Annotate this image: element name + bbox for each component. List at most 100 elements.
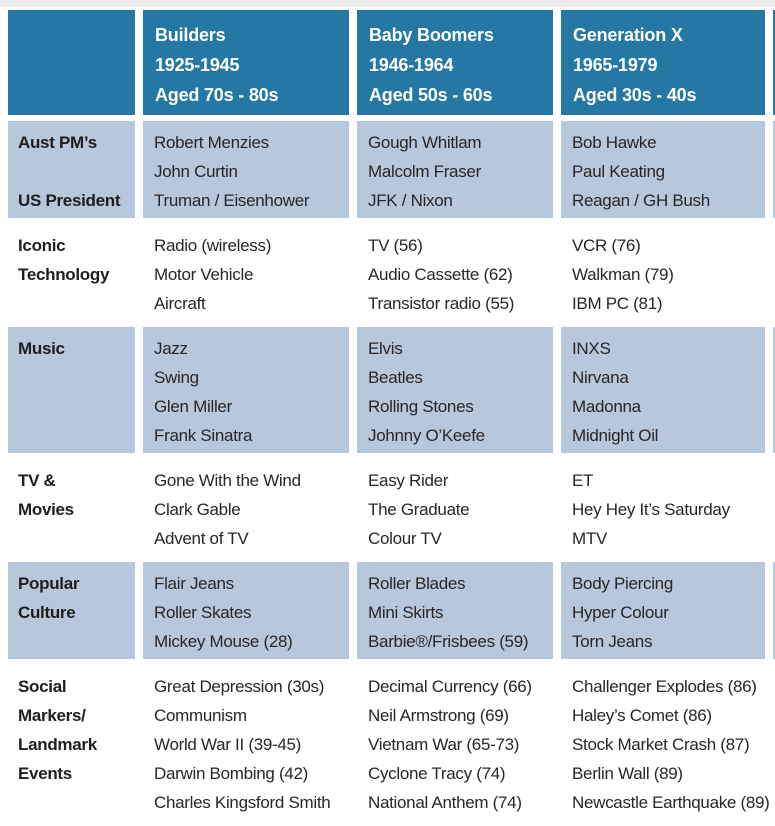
header-spacer-cell xyxy=(8,10,135,115)
cell-line: Glen Miller xyxy=(154,397,232,416)
cell-line: Frank Sinatra xyxy=(154,426,253,445)
cell-line: VCR (76) xyxy=(572,236,641,255)
cell-line: Bob Hawke xyxy=(572,133,657,152)
cell: ET Hey Hey It’s Saturday MTV xyxy=(561,459,765,556)
cell-line: Gone With the Wind xyxy=(154,471,301,490)
cell-line: Barbie®/Frisbees (59) xyxy=(368,632,529,651)
cell-line: Clark Gable xyxy=(154,500,241,519)
cell: Robert Menzies John Curtin Truman / Eisenh… xyxy=(143,121,349,218)
cell-line: Jazz xyxy=(154,339,188,358)
cell: INXS Nirvana Madonna Midnight Oil xyxy=(561,327,765,453)
cell-line: Markers/ xyxy=(18,706,86,725)
cell-line xyxy=(18,157,129,186)
cell: Flair Jeans Roller Skates Mickey Mouse (28… xyxy=(143,562,349,659)
header-column-generation-x: Generation X 1965-1979 Aged 30s - 40s xyxy=(561,10,765,115)
cell-line: Aust PM’s xyxy=(18,133,97,152)
cell-line: Roller Blades xyxy=(368,574,466,593)
edge-sliver xyxy=(773,121,775,218)
cell-line: Social xyxy=(18,677,67,696)
cell-line: Colour TV xyxy=(368,529,442,548)
table-row: Social Markers/Landmark Events Great Depres… xyxy=(8,665,775,820)
cell-line: Decimal Currency (66) xyxy=(368,677,532,696)
cell-line: Truman / Eisenhower xyxy=(154,191,310,210)
cell-line: Advent of TV xyxy=(154,529,249,548)
cell-line: Body Piercing xyxy=(572,574,673,593)
cell-line: Gough Whitlam xyxy=(368,133,482,152)
cell-line: Roller Skates xyxy=(154,603,252,622)
cell-line: Berlin Wall (89) xyxy=(572,764,683,783)
header-column-builders: Builders 1925-1945 Aged 70s - 80s xyxy=(143,10,349,115)
cell: Body Piercing Hyper Colour Torn Jeans xyxy=(561,562,765,659)
cell-line: Charles Kingsford Smith xyxy=(154,793,331,812)
cell-line: Culture xyxy=(18,603,76,622)
cell-line: Mickey Mouse (28) xyxy=(154,632,293,651)
cell-line: Elvis xyxy=(368,339,403,358)
cell-line: Popular xyxy=(18,574,80,593)
cell-line: Neil Armstrong (69) xyxy=(368,706,509,725)
cell-line: INXS xyxy=(572,339,611,358)
cell-line: Midnight Oil xyxy=(572,426,659,445)
cell-line: TV (56) xyxy=(368,236,423,255)
cell-line: ET xyxy=(572,471,594,490)
cell-line: Great Depression (30s) xyxy=(154,677,325,696)
cell: TV (56) Audio Cassette (62) Transistor rad… xyxy=(357,224,553,321)
cell-line: Motor Vehicle xyxy=(154,265,254,284)
column-aged: Aged 70s - 80s xyxy=(155,85,279,105)
cell-line: Mini Skirts xyxy=(368,603,444,622)
row-label: Social Markers/Landmark Events xyxy=(8,665,135,820)
cell-line: Radio (wireless) xyxy=(154,236,272,255)
cell-line: Johnny O’Keefe xyxy=(368,426,485,445)
cell-line: Easy Rider xyxy=(368,471,449,490)
column-title: Builders xyxy=(155,25,226,45)
row-label: TV & Movies xyxy=(8,459,135,556)
table-body: Aust PM’s US President Robert Menzies John… xyxy=(0,121,775,820)
table-row: TV & Movies Gone With the Wind Clark Gable A… xyxy=(8,459,775,556)
cell-line: Haley’s Comet (86) xyxy=(572,706,712,725)
column-years: 1946-1964 xyxy=(369,55,454,75)
cell-line: Newcastle Earthquake (89) xyxy=(572,793,770,812)
cell-line: Paul Keating xyxy=(572,162,665,181)
cell-line: TV & xyxy=(18,471,56,490)
cell: Radio (wireless) Motor Vehicle Aircraft xyxy=(143,224,349,321)
cell: Easy Rider The Graduate Colour TV xyxy=(357,459,553,556)
cell-line: Challenger Explodes (86) xyxy=(572,677,757,696)
cell-line: Hyper Colour xyxy=(572,603,669,622)
column-years: 1925-1945 xyxy=(155,55,240,75)
cell: Challenger Explodes (86) Haley’s Comet (8… xyxy=(561,665,770,820)
cell-line: The Graduate xyxy=(368,500,470,519)
row-label: Iconic Technology xyxy=(8,224,135,321)
cell-line: Stock Market Crash (87) xyxy=(572,735,750,754)
generation-table: Builders 1925-1945 Aged 70s - 80s Baby B… xyxy=(0,10,775,826)
cell-line: National Anthem (74) xyxy=(368,793,522,812)
cell-line: John Curtin xyxy=(154,162,238,181)
cell-line: Nirvana xyxy=(572,368,629,387)
column-aged: Aged 50s - 60s xyxy=(369,85,493,105)
cell-line: Hey Hey It’s Saturday xyxy=(572,500,730,519)
cell-line: Madonna xyxy=(572,397,641,416)
cell-line: Iconic xyxy=(18,236,66,255)
edge-sliver xyxy=(773,327,775,453)
cell-line: IBM PC (81) xyxy=(572,294,663,313)
column-title: Baby Boomers xyxy=(369,25,494,45)
cell-line: Communism xyxy=(154,706,247,725)
cell-line: Walkman (79) xyxy=(572,265,674,284)
cell-line: Flair Jeans xyxy=(154,574,234,593)
table-row: Aust PM’s US President Robert Menzies John… xyxy=(8,121,775,218)
cell-line: Events xyxy=(18,764,72,783)
cell: Bob Hawke Paul Keating Reagan / GH Bush xyxy=(561,121,765,218)
cell-line: JFK / Nixon xyxy=(368,191,453,210)
cell-line: World War II (39-45) xyxy=(154,735,302,754)
column-title: Generation X xyxy=(573,25,683,45)
row-label: Aust PM’s US President xyxy=(8,121,135,218)
cell: Great Depression (30s) Communism World War… xyxy=(143,665,349,820)
cell: VCR (76) Walkman (79) IBM PC (81) xyxy=(561,224,765,321)
cell: Decimal Currency (66) Neil Armstrong (69)… xyxy=(357,665,553,820)
cell: Jazz Swing Glen Miller Frank Sinatra xyxy=(143,327,349,453)
cell-line: Beatles xyxy=(368,368,423,387)
page-top-strip xyxy=(0,0,775,7)
cell: Elvis Beatles Rolling Stones Johnny O’Keefe xyxy=(357,327,553,453)
table-row: Popular Culture Flair Jeans Roller Skates Mi… xyxy=(8,562,775,659)
cell-line: Music xyxy=(18,339,65,358)
cell-line: Technology xyxy=(18,265,110,284)
row-label: Popular Culture xyxy=(8,562,135,659)
